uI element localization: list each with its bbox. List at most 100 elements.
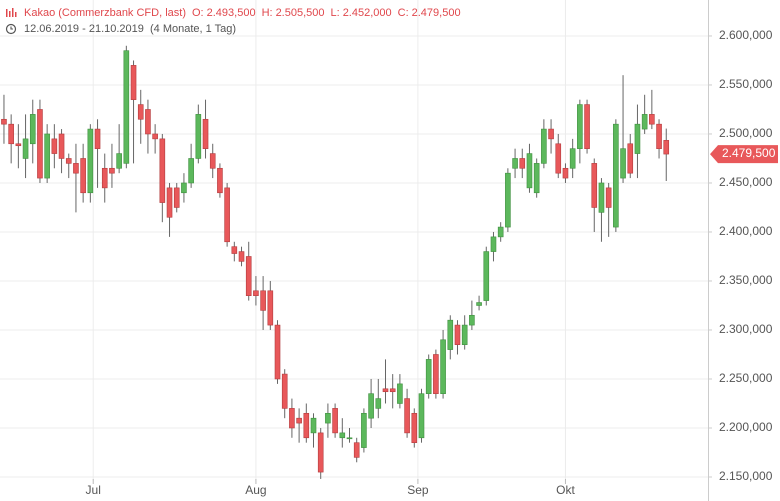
candle-body bbox=[598, 182, 605, 213]
grid bbox=[0, 0, 708, 481]
candle-body bbox=[22, 138, 29, 159]
ohlc-key: C: bbox=[398, 7, 409, 19]
candle-body bbox=[181, 182, 187, 194]
candle-body bbox=[656, 123, 662, 149]
ohlc-key: H: bbox=[262, 7, 273, 19]
candle-body bbox=[533, 163, 540, 194]
candle-body bbox=[490, 236, 497, 252]
candle-body bbox=[29, 114, 36, 145]
candle-body bbox=[130, 65, 137, 100]
period: (4 Monate, 1 Tag) bbox=[150, 23, 236, 35]
y-tick-label: 2.550,000 bbox=[719, 77, 773, 91]
candle-body bbox=[58, 133, 65, 159]
candle-body bbox=[224, 187, 230, 243]
candle-body bbox=[289, 408, 295, 429]
candle-body bbox=[253, 290, 259, 296]
candle-body bbox=[526, 153, 533, 189]
y-tick-label: 2.600,000 bbox=[719, 28, 773, 42]
candle-body bbox=[188, 158, 194, 184]
y-tick-label: 2.250,000 bbox=[719, 371, 773, 385]
candle-body bbox=[145, 109, 151, 135]
chart-title: Kakao (Commerzbank CFD, last) bbox=[24, 7, 186, 19]
candle-body bbox=[325, 412, 331, 424]
candle-body bbox=[353, 442, 360, 458]
x-tick-label: Jul bbox=[86, 483, 101, 497]
candle-body bbox=[375, 398, 382, 409]
y-tick-label: 2.500,000 bbox=[719, 126, 773, 140]
candle-body bbox=[217, 167, 223, 194]
candle-body bbox=[346, 437, 353, 440]
candle-body bbox=[260, 290, 266, 311]
candle-body bbox=[152, 133, 158, 140]
candle-body bbox=[245, 256, 252, 296]
ohlc-value: 2.452,000 bbox=[343, 7, 392, 19]
candle-body bbox=[649, 114, 655, 125]
candle-body bbox=[461, 324, 468, 345]
candle-body bbox=[591, 163, 598, 208]
candle-body bbox=[173, 187, 180, 208]
y-tick-label: 2.150,000 bbox=[719, 469, 773, 483]
candle-body bbox=[634, 123, 641, 154]
y-tick-label: 2.450,000 bbox=[719, 175, 773, 189]
y-tick-label: 2.200,000 bbox=[719, 420, 773, 434]
candle-body bbox=[454, 324, 461, 345]
candle-body bbox=[584, 104, 590, 149]
candle-body bbox=[505, 172, 511, 228]
candle-body bbox=[73, 163, 79, 174]
candle-body bbox=[202, 118, 209, 149]
candle-body bbox=[195, 114, 202, 159]
candle-body bbox=[620, 148, 626, 179]
clock-icon bbox=[5, 23, 17, 35]
candle-body bbox=[569, 148, 576, 169]
candle-body bbox=[512, 158, 518, 169]
candle-body bbox=[116, 153, 122, 169]
candle-body bbox=[37, 109, 43, 179]
y-tick-label: 2.350,000 bbox=[719, 273, 773, 287]
ohlc-value: 2.479,500 bbox=[412, 7, 461, 19]
candle-body bbox=[418, 393, 425, 439]
candle-body bbox=[605, 187, 612, 208]
candle-body bbox=[281, 373, 288, 409]
candle-body bbox=[1, 118, 7, 125]
candle-body bbox=[497, 226, 504, 238]
date-range: 12.06.2019 - 21.10.2019 bbox=[24, 23, 144, 35]
candle-body bbox=[368, 393, 374, 419]
candle-body bbox=[476, 302, 482, 306]
candle-body bbox=[627, 143, 634, 174]
candle-body bbox=[274, 324, 281, 380]
candle-body bbox=[123, 50, 130, 164]
candle-body bbox=[51, 138, 58, 154]
candle-body bbox=[87, 128, 94, 194]
candle-body bbox=[303, 412, 310, 439]
candle-body bbox=[317, 432, 324, 473]
candle-body bbox=[577, 104, 583, 149]
candle-body bbox=[15, 143, 22, 147]
candle-body bbox=[310, 417, 317, 434]
candle-body bbox=[519, 158, 526, 169]
ohlc-value: 2.493,500 bbox=[207, 7, 256, 19]
last-price-label: 2.479,500 bbox=[722, 146, 776, 160]
candle-body bbox=[101, 167, 108, 189]
candle-body bbox=[65, 158, 72, 164]
candle-body bbox=[483, 251, 490, 301]
last-price-badge bbox=[710, 145, 778, 164]
candle-body bbox=[411, 412, 418, 443]
candle-body bbox=[159, 138, 166, 203]
x-tick-label: Sep bbox=[407, 483, 429, 497]
candle-body bbox=[404, 398, 410, 434]
ohlc-key: O: bbox=[192, 7, 204, 19]
candle-body bbox=[209, 153, 216, 169]
candle-body bbox=[613, 123, 619, 228]
candle-body bbox=[166, 187, 173, 218]
candle-body bbox=[562, 167, 569, 179]
candle-body bbox=[332, 408, 338, 434]
candle-body bbox=[555, 143, 562, 174]
candle-body bbox=[469, 314, 475, 326]
candle-body bbox=[137, 104, 144, 120]
candle-body bbox=[267, 290, 274, 326]
candle-body bbox=[44, 133, 50, 179]
candle-body bbox=[548, 128, 554, 140]
candle-body bbox=[389, 388, 396, 393]
candle-body bbox=[382, 388, 389, 393]
